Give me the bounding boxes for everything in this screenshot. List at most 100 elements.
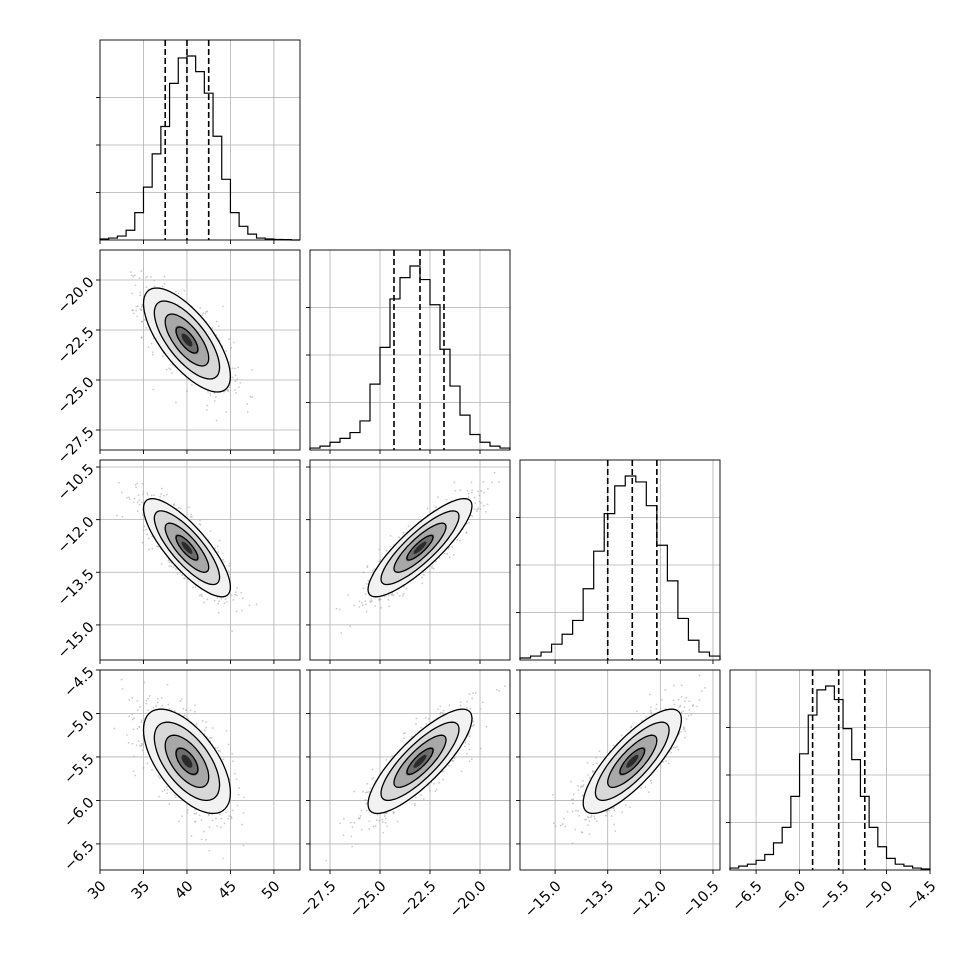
histogram-panel-0 [96,39,301,244]
contour-line [380,510,460,586]
scatter-point [183,714,186,717]
scatter-point [194,704,196,707]
scatter-point [595,757,598,759]
scatter-point [147,697,149,700]
scatter-point [478,500,481,503]
scatter-point [682,726,685,729]
scatter-point [251,369,254,371]
scatter-point [390,593,393,596]
scatter-point [145,276,147,279]
scatter-point [133,755,136,758]
scatter-point [371,768,374,771]
scatter-point [163,275,166,278]
scatter-point [464,741,467,744]
scatter-point [152,353,154,356]
scatter-point [236,594,238,597]
scatter-point [150,276,152,278]
scatter-point [231,367,234,370]
histogram-panel-2 [516,459,721,664]
scatter-point [366,782,369,785]
scatter-point [159,495,162,498]
pair-panel-0-2 [96,459,301,664]
scatter-point [120,491,123,494]
contour-line [367,497,473,598]
scatter-point [605,810,608,813]
scatter-point [649,693,651,696]
scatter-point [134,774,137,777]
scatter-point [386,825,389,828]
scatter-point [365,583,368,585]
scatter-point [561,823,564,826]
panel-frame [99,39,301,241]
scatter-point [189,709,192,712]
scatter-point [132,275,135,278]
scatter-point [172,566,175,569]
scatter-point [230,817,233,820]
scatter-point [243,796,245,799]
scatter-point [467,496,470,498]
scatter-point [680,711,683,714]
scatter-point [234,374,237,377]
scatter-point [349,821,352,824]
y-tick-label: −10.5 [55,461,98,504]
scatter-point [130,274,133,277]
scatter-point [131,713,134,716]
scatter-point [372,825,375,828]
scatter-point [167,559,170,562]
scatter-point [147,537,150,540]
scatter-point [185,709,187,711]
contour-line [367,708,473,815]
scatter-point [223,602,226,605]
scatter-point [452,760,455,763]
scatter-point [242,844,245,847]
scatter-point [133,501,135,504]
scatter-point [200,838,203,841]
scatter-point [572,793,575,796]
scatter-point [136,305,139,308]
scatter-point [665,760,667,763]
panel-content [116,481,258,632]
scatter-point [389,534,392,537]
scatter-point [218,813,221,816]
scatter-point [421,582,424,585]
scatter-point [459,489,462,492]
scatter-point [218,600,221,603]
scatter-point [593,815,596,818]
scatter-point [640,787,643,789]
scatter-point [128,715,131,718]
scatter-point [497,481,500,484]
scatter-point [180,698,183,701]
scatter-point [378,598,381,601]
scatter-point [136,315,139,318]
scatter-point [472,692,475,695]
scatter-point [468,693,471,695]
scatter-point [168,803,171,805]
contour-line [406,534,434,561]
scatter-point [211,327,214,329]
scatter-point [351,845,354,848]
scatter-point [182,707,185,710]
scatter-point [563,817,565,820]
scatter-point [374,779,376,782]
scatter-point [209,530,212,532]
scatter-point [173,794,176,797]
scatter-point [696,705,699,708]
scatter-point [577,810,579,812]
scatter-point [582,784,585,786]
scatter-point [468,743,471,746]
scatter-point [362,587,365,590]
scatter-point [374,605,377,607]
scatter-point [161,487,163,490]
scatter-point [190,383,193,386]
scatter-point [361,604,364,607]
scatter-point [194,820,197,823]
scatter-point [146,275,149,278]
scatter-point [677,698,680,701]
pair-panel-1-2 [306,459,511,664]
scatter-point [687,715,690,717]
scatter-point [202,312,205,314]
scatter-point [190,835,193,837]
scatter-point [186,390,189,393]
scatter-point [194,586,197,588]
scatter-point [463,745,466,748]
